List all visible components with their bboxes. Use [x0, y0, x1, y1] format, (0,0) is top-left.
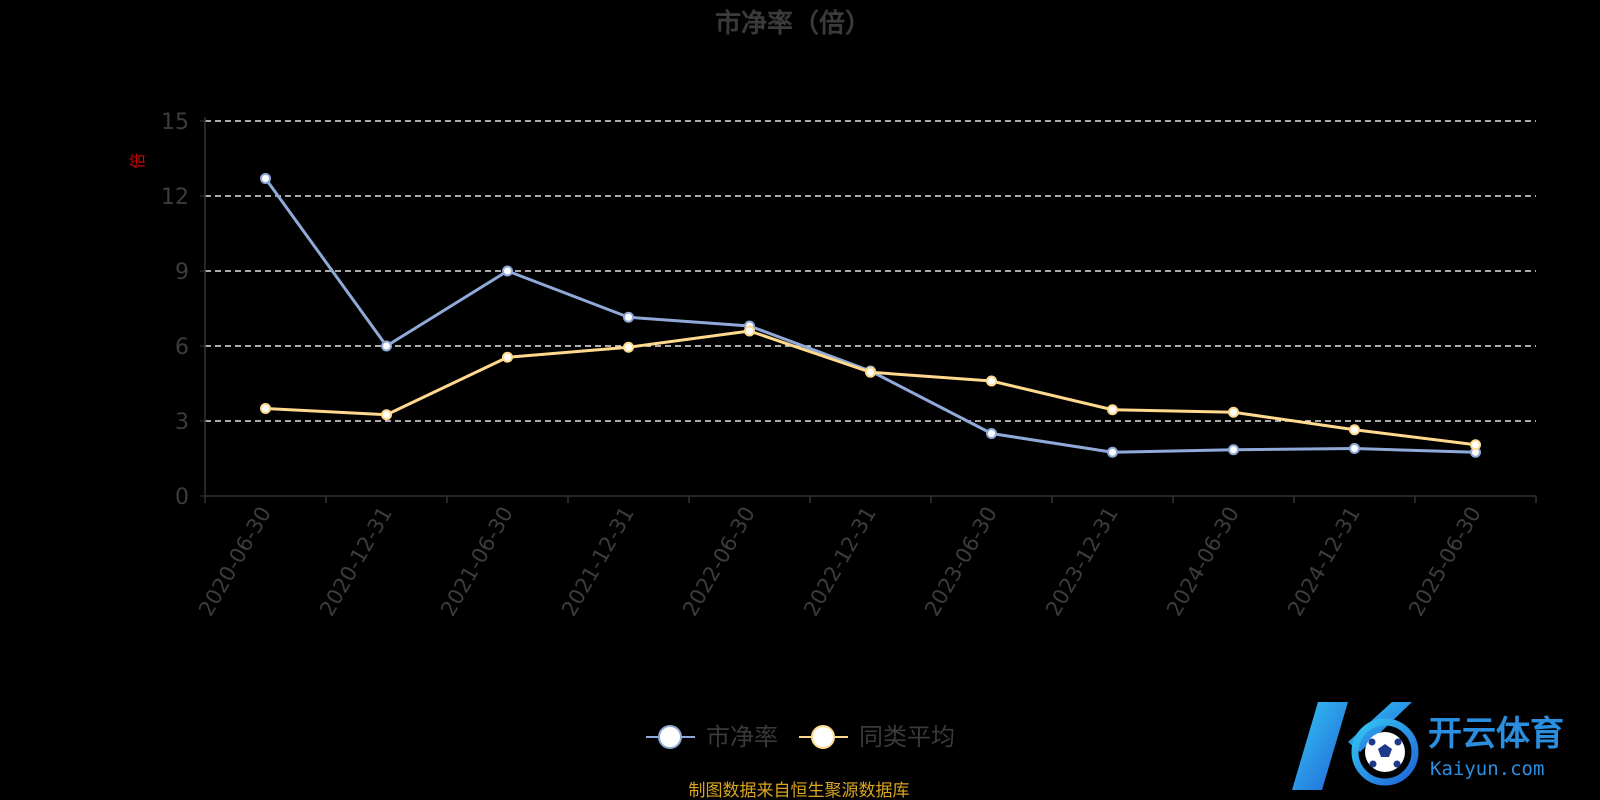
data-point-1-7[interactable]: [1107, 404, 1118, 416]
x-tick-label: 2024-06-30: [1162, 503, 1244, 621]
data-point-1-2[interactable]: [502, 351, 513, 363]
data-point-0-9[interactable]: [1349, 443, 1360, 454]
x-tick-label: 2024-12-31: [1283, 503, 1365, 621]
series-layer: [260, 173, 1481, 458]
chart-title: 市净率（倍）: [715, 8, 871, 39]
data-point-1-9[interactable]: [1349, 424, 1360, 436]
data-point-0-0[interactable]: [260, 173, 271, 184]
brand-name: 开云体育: [1428, 714, 1564, 754]
data-point-1-4[interactable]: [744, 325, 755, 337]
x-tick-label: 2021-06-30: [436, 503, 518, 621]
data-point-0-6[interactable]: [986, 428, 997, 439]
data-point-1-0[interactable]: [260, 403, 271, 414]
x-tick-label: 2023-12-31: [1041, 503, 1123, 621]
y-tick-label: 3: [175, 410, 189, 435]
legend-marker-pb: [658, 725, 682, 749]
y-axis-label: 倍: [128, 153, 147, 169]
data-point-0-7[interactable]: [1107, 446, 1118, 458]
data-point-1-6[interactable]: [986, 375, 997, 387]
y-tick-label: 0: [175, 485, 189, 510]
data-point-0-1[interactable]: [381, 340, 392, 352]
y-tick-labels: 0 3 6 9 12 15: [161, 110, 189, 510]
soccer-ball-icon: [1365, 732, 1405, 772]
x-tick-label: 2021-12-31: [557, 503, 639, 621]
data-point-0-3[interactable]: [623, 311, 634, 323]
y-tick-label: 6: [175, 335, 189, 360]
legend-marker-peer-average: [811, 725, 835, 749]
x-tick-labels: 2020-06-30 2020-12-31 2021-06-30 2021-12-31…: [194, 503, 1486, 621]
y-tick-label: 12: [161, 185, 189, 210]
x-tick-label: 2022-12-31: [799, 503, 881, 621]
grid-lines: [205, 120, 1536, 422]
data-point-1-3[interactable]: [623, 341, 634, 353]
source-note: 制图数据来自恒生聚源数据库: [689, 781, 910, 800]
x-tick-label: 2020-06-30: [194, 503, 276, 621]
x-tick-label: 2023-06-30: [920, 503, 1002, 621]
data-point-0-8[interactable]: [1228, 444, 1239, 456]
legend[interactable]: 市净率 同类平均: [646, 723, 955, 751]
y-tick-label: 15: [161, 110, 189, 135]
legend-item-pb[interactable]: 市净率: [646, 723, 778, 751]
data-point-0-2[interactable]: [502, 265, 513, 277]
y-tick-label: 9: [175, 260, 189, 285]
series-line-0: [264, 177, 1476, 454]
data-point-1-10[interactable]: [1470, 439, 1481, 451]
x-tick-label: 2022-06-30: [678, 503, 760, 621]
data-point-1-5[interactable]: [865, 366, 876, 378]
x-tick-label: 2025-06-30: [1404, 503, 1486, 621]
series-line-1: [265, 329, 1476, 447]
brand-domain: Kaiyun.com: [1430, 758, 1544, 780]
x-tick-label: 2020-12-31: [315, 503, 397, 621]
axes: [200, 117, 1537, 503]
data-point-1-8[interactable]: [1228, 406, 1239, 418]
watermark-logo: 开云体育 Kaiyun.com: [1292, 702, 1564, 790]
legend-item-peer-average[interactable]: 同类平均: [799, 723, 955, 751]
legend-label-peer-average: 同类平均: [859, 723, 955, 751]
legend-label-pb: 市净率: [706, 723, 778, 751]
brand-k-icon: [1292, 702, 1419, 790]
data-point-1-1[interactable]: [381, 409, 392, 421]
